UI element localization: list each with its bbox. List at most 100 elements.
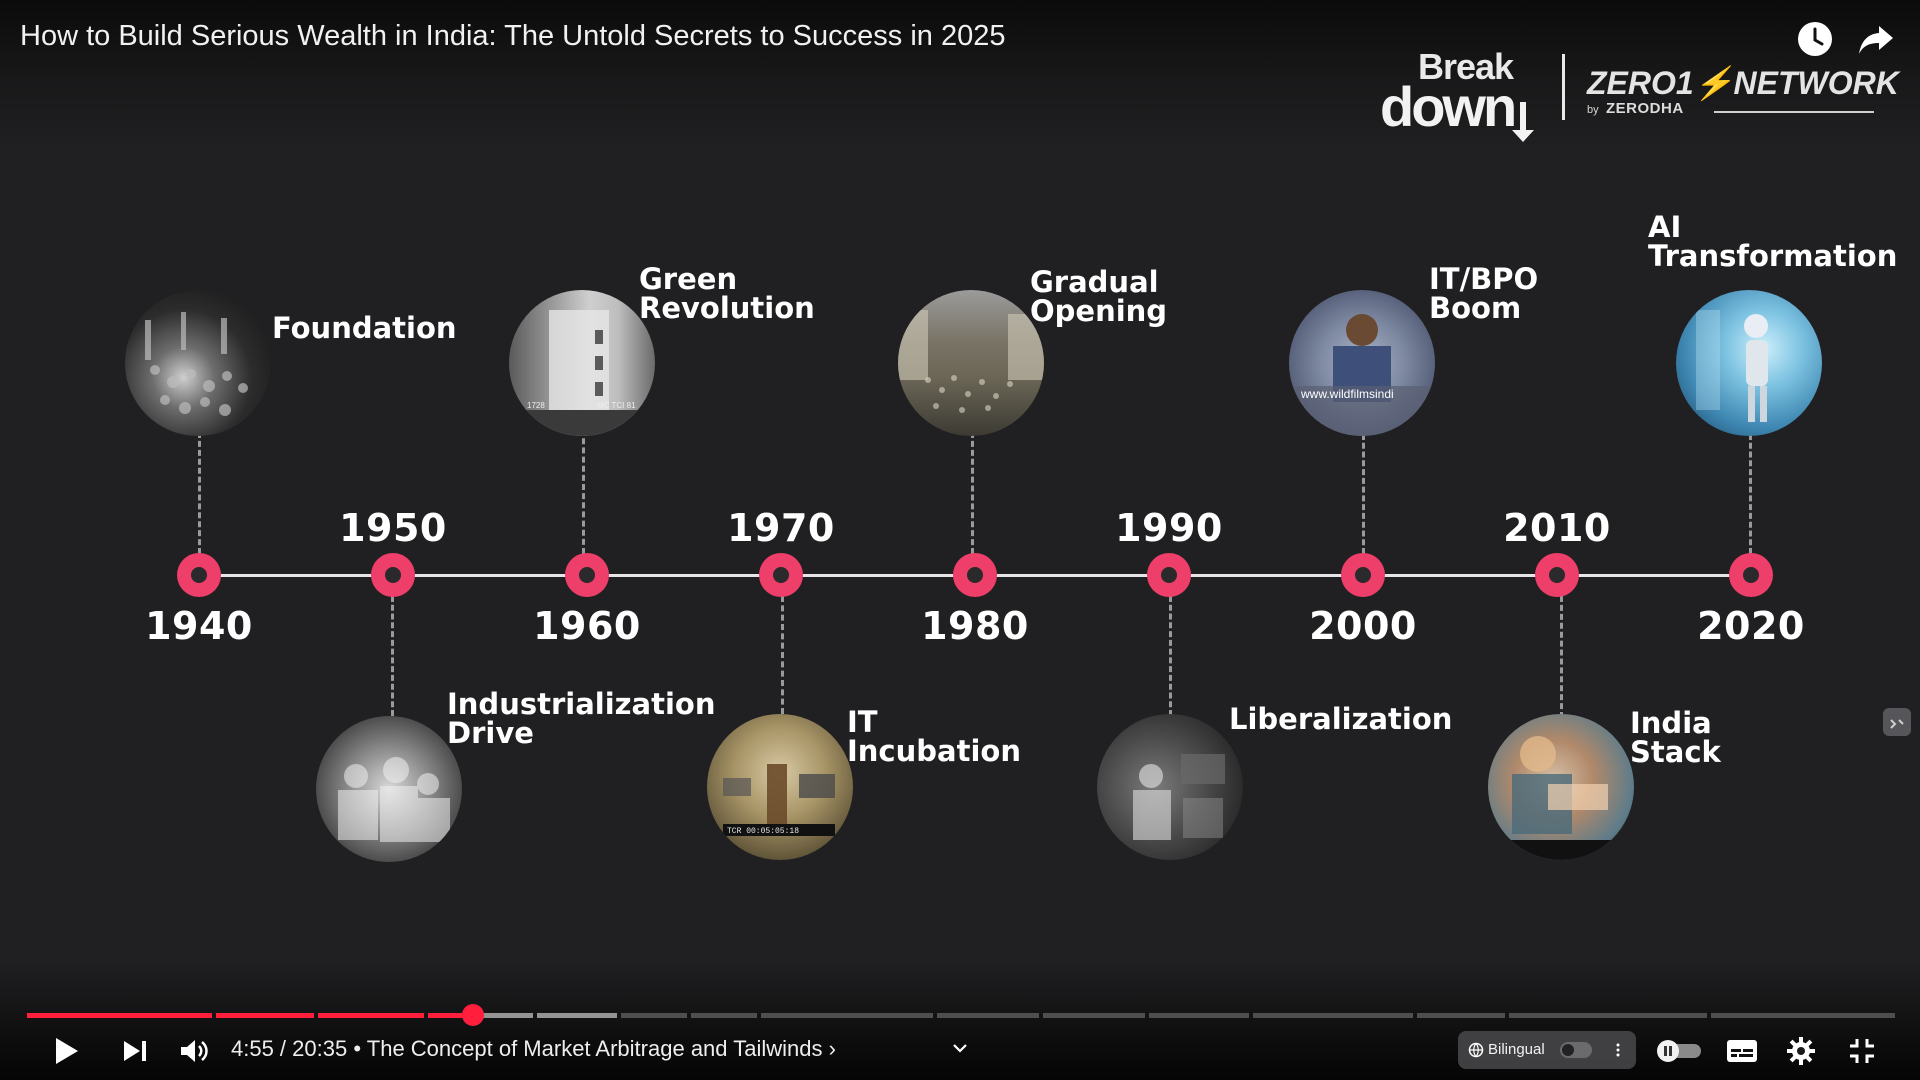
year-label-1960: 1960 [533,604,641,648]
progress-chapter-segment [937,1013,1039,1018]
settings-button[interactable] [1786,1033,1822,1069]
timeline-node-1940 [177,553,221,597]
subtitles-icon [1727,1040,1757,1062]
era-label-liberalization: Liberalization [1229,702,1453,736]
exit-fullscreen-icon [1850,1039,1874,1063]
year-label-1970: 1970 [727,506,835,550]
logo-zero-text: ZERO1 [1587,65,1694,101]
logo-network-word: NETWORK [1733,65,1899,101]
era-image-industrialization [316,716,462,862]
clock-icon[interactable] [1794,18,1836,60]
chapter-title-button[interactable]: The Concept of Market Arbitrage and Tail… [367,1036,836,1061]
progress-buffer-segment [473,1013,533,1018]
era-image-it-bpo-boom: www.wildfilmsindi [1289,290,1435,436]
expand-chevron-button[interactable] [950,1030,974,1066]
progress-bar[interactable] [27,1004,1895,1026]
era-label-industrialization: Industrialization Drive [447,687,716,750]
logo-break-text: Break [1418,46,1514,87]
progress-chapter-segment [761,1013,933,1018]
era-label-green-revolution: Green Revolution [639,262,815,325]
timeline-node-1990 [1147,553,1191,597]
year-label-1980: 1980 [921,604,1029,648]
bilingual-switch-knob [1562,1044,1574,1056]
progress-buffer-segment [537,1013,617,1018]
era-image-india-stack [1488,714,1634,860]
time-and-chapter: 4:55 / 20:35 • The Concept of Market Arb… [231,1036,836,1062]
progress-chapter-segment [621,1013,687,1018]
gear-icon [1787,1037,1815,1065]
progress-chapter-segment [1253,1013,1413,1018]
share-arrow-icon[interactable] [1855,18,1897,60]
timeline-node-1970 [759,553,803,597]
year-label-2000: 2000 [1309,604,1417,648]
timeline-node-2000 [1341,553,1385,597]
logo-separator [1562,54,1565,120]
era-label-it-incubation: IT Incubation [847,705,1021,768]
bilingual-label: Bilingual [1488,1041,1545,1058]
mute-button[interactable] [178,1033,218,1069]
progress-played-segment [428,1013,473,1018]
timecode-caption: TCR 00:05:05:18 [727,827,799,836]
green-rev-caption-left: 1728 [527,401,545,410]
year-label-2020: 2020 [1697,604,1805,648]
chevron-down-icon [953,1044,967,1053]
timeline-node-1960 [565,553,609,597]
play-button[interactable] [50,1033,90,1069]
timeline-node-2010 [1535,553,1579,597]
era-label-it-bpo-boom: IT/BPO Boom [1429,262,1539,325]
more-vert-icon[interactable] [1614,1042,1622,1058]
globe-icon [1468,1042,1484,1058]
exit-fullscreen-button[interactable] [1848,1033,1884,1069]
era-image-foundation [125,290,271,436]
progress-chapter-segment [1417,1013,1505,1018]
progress-played-segment [216,1013,314,1018]
bolt-icon: ⚡ [1693,65,1734,101]
year-label-1940: 1940 [145,604,253,648]
logo-down-text: down [1380,75,1517,138]
autoplay-toggle[interactable] [1655,1033,1703,1069]
progress-chapter-segment [1043,1013,1145,1018]
era-image-ai-transformation [1676,290,1822,436]
subtitles-button[interactable] [1726,1033,1762,1069]
year-label-1950: 1950 [339,506,447,550]
logo-network-text: ZERO1⚡NETWORK [1587,64,1899,102]
timeline-node-1980 [953,553,997,597]
progress-chapter-segment [691,1013,757,1018]
progress-scrubber-handle[interactable] [462,1004,484,1026]
logo-arrow-icon [1512,102,1534,142]
progress-played-segment [318,1013,424,1018]
progress-chapter-segment [1149,1013,1249,1018]
era-label-foundation: Foundation [272,311,457,345]
watermark-caption: www.wildfilmsindi [1300,387,1394,401]
logo-underline [1714,111,1874,113]
chapter-separator: • [353,1036,362,1061]
era-label-gradual-opening: Gradual Opening [1030,265,1168,328]
connector-1940 [198,432,201,554]
era-label-ai-transformation: AI Transformation [1648,210,1898,273]
era-label-india-stack: India Stack [1630,706,1721,769]
channel-logo: Break down ZERO1⚡NETWORK by ZERODHA [1380,44,1899,144]
connector-1980 [971,432,974,554]
connector-1970 [781,596,784,714]
progress-played-segment [27,1013,212,1018]
connector-2000 [1362,434,1365,554]
connector-1950 [391,596,394,716]
year-label-1990: 1990 [1115,506,1223,550]
chapter-title: The Concept of Market Arbitrage and Tail… [366,1036,823,1061]
era-image-it-incubation: TCR 00:05:05:18 [707,714,853,860]
next-button[interactable] [120,1033,156,1069]
volume-icon [181,1040,208,1062]
video-title[interactable]: How to Build Serious Wealth in India: Th… [20,20,1006,52]
logo-by-text: by [1587,104,1599,116]
era-image-liberalization [1097,714,1243,860]
connector-1960 [582,420,585,554]
bilingual-toggle[interactable]: Bilingual [1458,1031,1636,1069]
green-rev-caption-right: MC TCI 81 [597,401,636,410]
timeline-node-2020 [1729,553,1773,597]
connector-1990 [1169,596,1172,716]
top-gradient [0,0,1920,150]
era-image-green-revolution: 1728 MC TCI 81 [509,290,655,436]
play-icon [56,1038,78,1064]
endscreen-chip-icon[interactable] [1883,708,1911,736]
